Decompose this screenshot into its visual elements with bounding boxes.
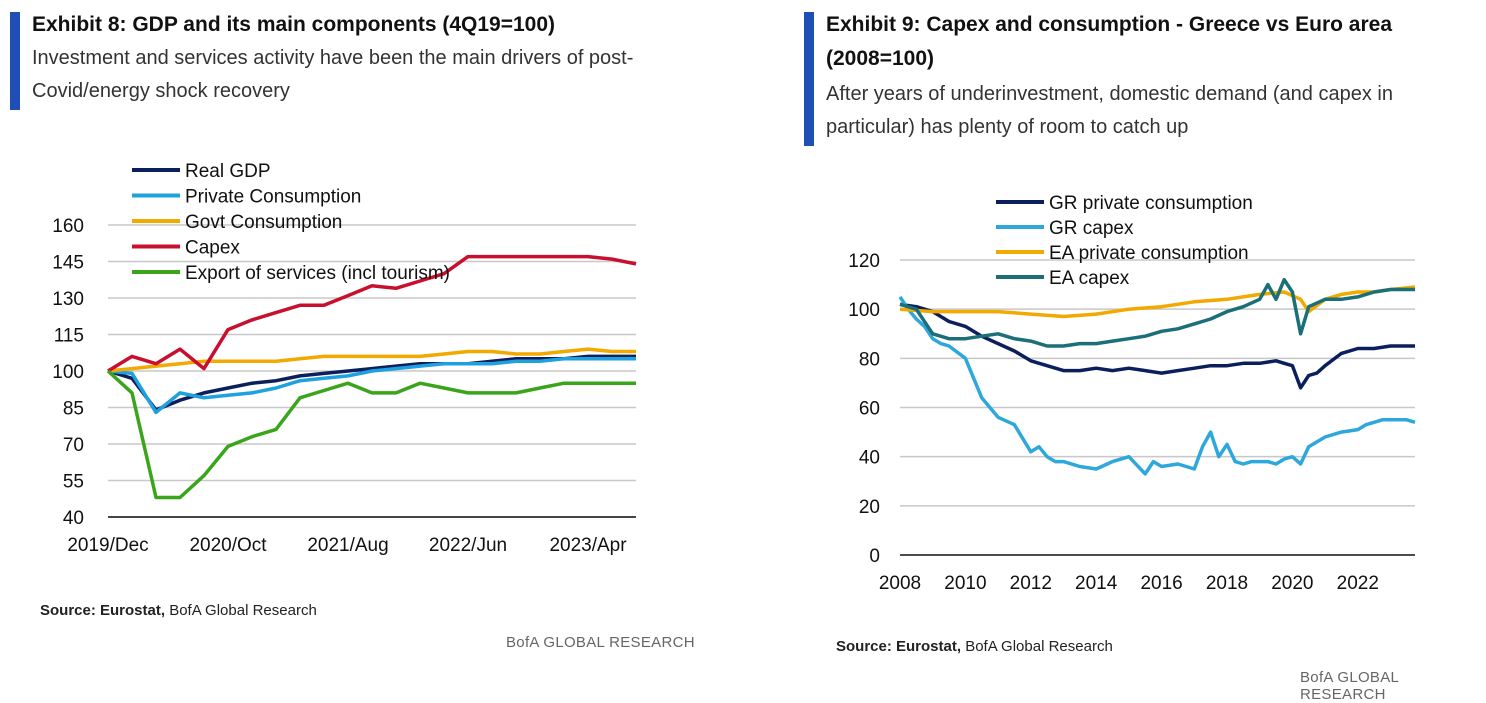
x-tick-label: 2016	[1140, 573, 1182, 594]
y-tick-label: 120	[848, 251, 880, 272]
y-tick-label: 20	[859, 497, 880, 518]
y-tick-label: 85	[63, 399, 84, 420]
exhibit9-accent-bar	[804, 12, 814, 146]
y-tick-label: 100	[848, 300, 880, 321]
y-tick-label: 40	[63, 508, 84, 529]
y-tick-label: 130	[52, 289, 84, 310]
series-line-ea-private-consumption	[899, 285, 1416, 319]
x-tick-label: 2019/Dec	[67, 535, 148, 556]
y-tick-label: 60	[859, 399, 880, 420]
y-tick-label: 100	[52, 362, 84, 383]
x-tick-label: 2023/Apr	[549, 535, 627, 556]
exhibit8-source-text: BofA Global Research	[165, 602, 317, 619]
exhibit9-title: Exhibit 9: Capex and consumption - Greec…	[826, 13, 1392, 70]
series-line-export-of-services-incl-tourism	[106, 369, 636, 500]
exhibit9-brand: BofA GLOBAL RESEARCH	[1300, 669, 1399, 703]
exhibit9-source-text: BofA Global Research	[961, 638, 1113, 655]
y-tick-label: 115	[54, 326, 84, 347]
x-tick-label: 2021/Aug	[307, 535, 388, 556]
exhibit9-subtitle: After years of underinvestment, domestic…	[826, 83, 1393, 138]
legend-label-gr-private-consumption: GR private consumption	[1049, 193, 1253, 214]
y-tick-label: 80	[859, 349, 880, 370]
legend-label-ea-capex: EA capex	[1049, 268, 1130, 289]
y-tick-label: 160	[52, 216, 84, 237]
exhibit8-brand: BofA GLOBAL RESEARCH	[506, 634, 695, 651]
exhibit9-source: Source: Eurostat, BofA Global Research	[836, 638, 1113, 655]
exhibit8-subtitle: Investment and services activity have be…	[32, 47, 634, 102]
legend-label-ea-private-consumption: EA private consumption	[1049, 243, 1249, 264]
x-tick-label: 2020/Oct	[189, 535, 267, 556]
exhibit8-source: Source: Eurostat, BofA Global Research	[40, 602, 317, 619]
x-tick-label: 2008	[879, 573, 921, 594]
exhibit9-chart: 0 20 40 60 80 100 120 2008 2010 2012 2014 2016 2018 2…	[848, 193, 1416, 594]
y-tick-label: 40	[859, 448, 880, 469]
legend-label-export-of-services-incl-tourism: Export of services (incl tourism)	[185, 263, 450, 284]
series-line-gr-capex	[898, 295, 1416, 476]
exhibit8-title: Exhibit 8: GDP and its main components (…	[32, 13, 556, 36]
legend-label-private-consumption: Private Consumption	[185, 187, 361, 208]
x-tick-label: 2018	[1206, 573, 1248, 594]
legend-label-gr-capex: GR capex	[1049, 218, 1134, 239]
exhibit9-source-label: Source: Eurostat,	[836, 638, 962, 655]
exhibit8-accent-bar	[10, 12, 20, 110]
x-tick-label: 2020	[1271, 573, 1313, 594]
x-tick-label: 2022/Jun	[429, 535, 507, 556]
legend-label-real-gdp: Real GDP	[185, 161, 271, 182]
y-tick-label: 70	[63, 435, 84, 456]
y-tick-label: 145	[52, 253, 84, 274]
legend-label-govt-consumption: Govt Consumption	[185, 212, 342, 233]
exhibit8-chart: 40 55 70 85 100 115 130 145 160 2019/Dec 2020/Oct 2…	[52, 161, 637, 556]
x-tick-label: 2022	[1337, 573, 1379, 594]
x-tick-label: 2014	[1075, 573, 1118, 594]
series-line-private-consumption	[107, 357, 636, 415]
y-tick-label: 0	[869, 546, 880, 567]
exhibit8-source-label: Source: Eurostat,	[40, 602, 166, 619]
series-line-gr-private-consumption	[899, 302, 1415, 390]
x-tick-label: 2012	[1010, 573, 1052, 594]
x-tick-label: 2010	[944, 573, 986, 594]
series-line-capex	[107, 254, 637, 373]
y-tick-label: 55	[63, 472, 84, 493]
legend-label-capex: Capex	[185, 238, 240, 259]
series-line-ea-capex	[899, 277, 1415, 348]
